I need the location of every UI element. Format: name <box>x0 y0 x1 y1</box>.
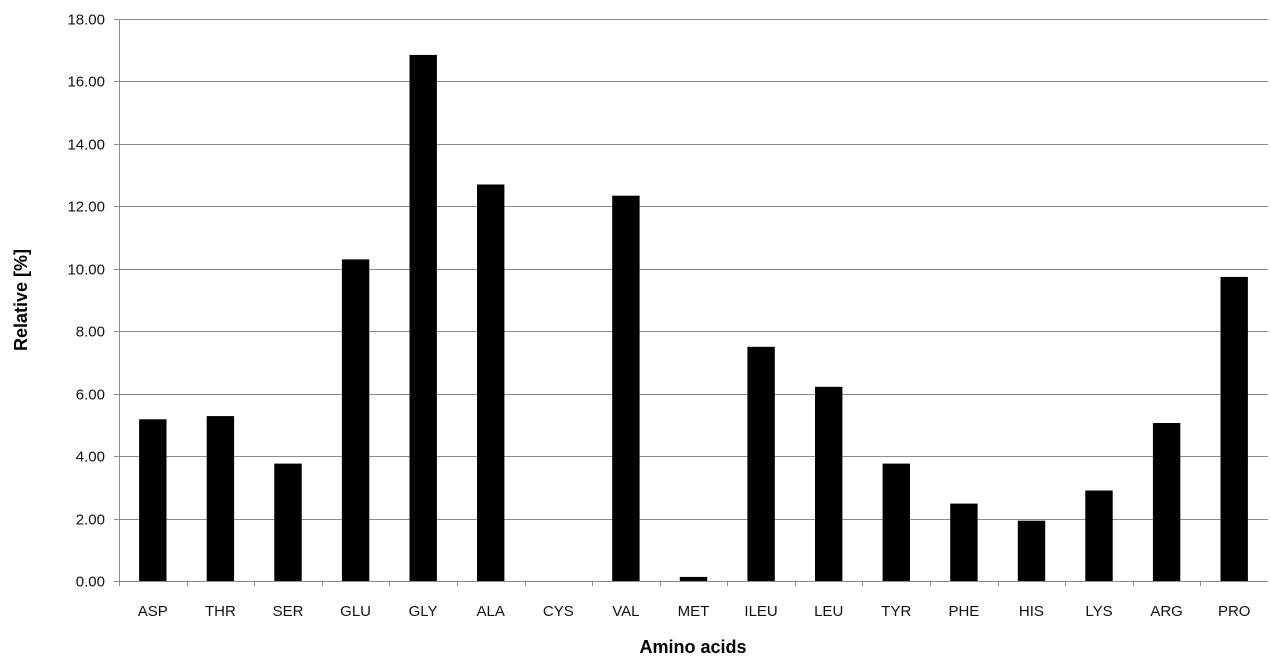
bar-pro <box>1220 276 1248 581</box>
y-tick-label: 0.00 <box>76 574 105 591</box>
axes <box>114 19 1268 586</box>
y-tick-label: 2.00 <box>76 512 105 529</box>
bar-glu <box>341 259 370 581</box>
y-tick-label: 8.00 <box>76 324 105 341</box>
x-tick-labels: ASP THR SER GLU GLY ALA CYS VAL MET ILEU LEU TYR PHE… <box>138 603 1251 620</box>
x-tick-label: PRO <box>1218 603 1251 620</box>
y-tick-labels: 0.00 2.00 4.00 6.00 8.00 10.00 12.00 14.00 16.00… <box>67 12 105 591</box>
x-tick-label: TYR <box>881 603 911 620</box>
bar-ser <box>274 463 302 581</box>
y-tick-label: 14.00 <box>67 137 105 154</box>
bar-gly <box>409 54 437 581</box>
y-axis-title: Relative [%] <box>11 249 31 351</box>
x-tick-label: LYS <box>1085 603 1112 620</box>
bar-asp <box>139 419 167 581</box>
bar-leu <box>815 386 843 581</box>
y-tick-label: 6.00 <box>76 387 105 404</box>
x-tick-label: PHE <box>948 603 979 620</box>
x-tick-label: LEU <box>814 603 843 620</box>
bar-ileu <box>747 346 775 581</box>
y-tick-label: 4.00 <box>76 449 105 466</box>
x-tick-label: GLU <box>340 603 371 620</box>
bars <box>139 54 1248 581</box>
bar-his <box>1017 520 1046 581</box>
gridlines <box>119 19 1268 520</box>
x-tick-label: SER <box>273 603 304 620</box>
y-tick-label: 12.00 <box>67 199 105 216</box>
y-tick-label: 18.00 <box>67 12 105 29</box>
bar-phe <box>950 503 978 581</box>
bar-val <box>612 195 640 581</box>
x-axis-title: Amino acids <box>639 637 746 657</box>
x-tick-label: HIS <box>1019 603 1044 620</box>
x-tick-label: ALA <box>477 603 505 620</box>
x-tick-label: ILEU <box>744 603 777 620</box>
bar-lys <box>1085 490 1113 581</box>
x-tick-label: THR <box>205 603 236 620</box>
y-tick-label: 16.00 <box>67 74 105 91</box>
x-tick-label: GLY <box>409 603 438 620</box>
bar-thr <box>206 416 235 581</box>
y-tick-label: 10.00 <box>67 262 105 279</box>
bar-met <box>679 576 708 581</box>
bar-tyr <box>882 463 910 581</box>
bar-ala <box>477 184 505 581</box>
x-tick-label: ARG <box>1150 603 1183 620</box>
bar-arg <box>1152 423 1181 581</box>
x-tick-label: CYS <box>543 603 574 620</box>
x-tick-label: MET <box>678 603 710 620</box>
x-tick-label: VAL <box>612 603 639 620</box>
x-tick-label: ASP <box>138 603 168 620</box>
